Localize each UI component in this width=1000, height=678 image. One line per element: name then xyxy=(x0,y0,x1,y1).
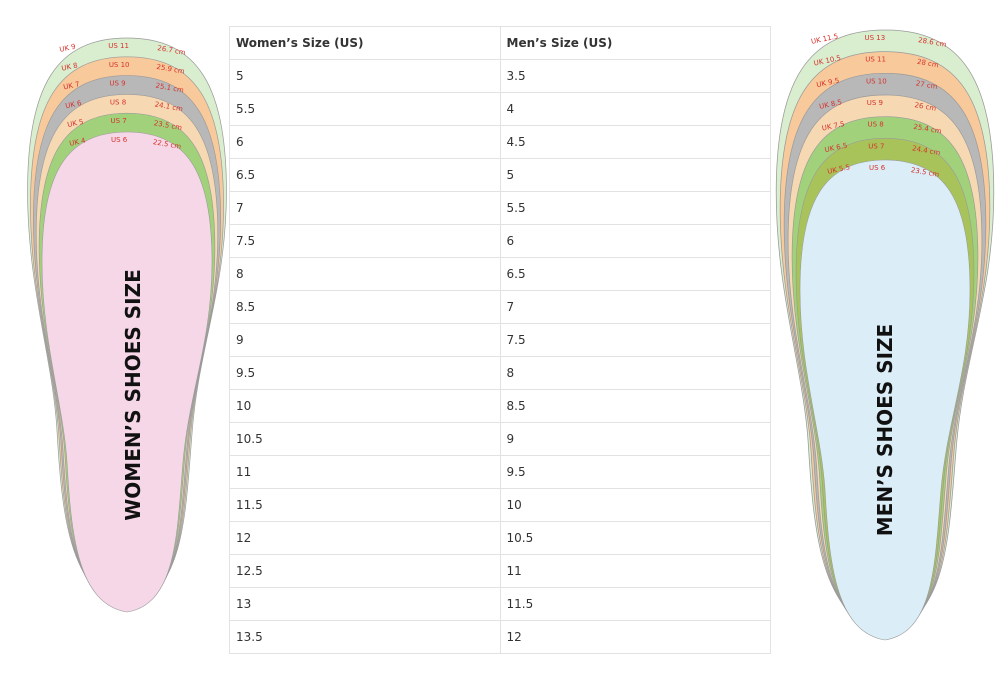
table-cell: 7 xyxy=(499,290,771,324)
table-cell: 12 xyxy=(499,620,771,654)
table-cell: 6.5 xyxy=(229,158,501,192)
table-row: 13 11.5 xyxy=(229,587,771,621)
size-label: US 7 xyxy=(868,142,884,150)
table-cell: 5.5 xyxy=(229,92,501,126)
table-cell: 11.5 xyxy=(229,488,501,522)
table-cell: 4 xyxy=(499,92,771,126)
insole-title: MEN’S SHOES SIZE xyxy=(873,324,897,536)
table-row: 8.5 7 xyxy=(229,290,771,324)
table-cell: 13 xyxy=(229,587,501,621)
table-cell: 3.5 xyxy=(499,59,771,93)
table-row: 10.5 9 xyxy=(229,422,771,456)
table-row: 11.5 10 xyxy=(229,488,771,522)
size-label: UK 9 xyxy=(59,43,77,54)
table-row: 7.5 6 xyxy=(229,224,771,258)
table-cell: 4.5 xyxy=(499,125,771,159)
insole-layer xyxy=(41,131,213,613)
size-label: US 7 xyxy=(110,117,126,125)
table-cell: 8 xyxy=(499,356,771,390)
table-cell: 9.5 xyxy=(499,455,771,489)
size-label: 26 cm xyxy=(914,101,937,113)
table-row: 8 6.5 xyxy=(229,257,771,291)
table-row: 9 7.5 xyxy=(229,323,771,357)
table-row: 12 10.5 xyxy=(229,521,771,555)
table-cell: 10 xyxy=(229,389,501,423)
table-row: 12.5 11 xyxy=(229,554,771,588)
table-row: 6 4.5 xyxy=(229,125,771,159)
insole-layer xyxy=(799,159,971,641)
header-row: Women’s Size (US) Men’s Size (US) xyxy=(229,26,771,60)
table-row: 5 3.5 xyxy=(229,59,771,93)
table-cell: 7 xyxy=(229,191,501,225)
size-label: US 11 xyxy=(108,42,129,50)
size-label: US 6 xyxy=(869,164,886,172)
size-label: US 6 xyxy=(111,136,128,144)
insole-title: WOMEN’S SHOES SIZE xyxy=(121,269,145,521)
table-cell: 11 xyxy=(229,455,501,489)
table-cell: 5 xyxy=(229,59,501,93)
size-label: UK 4 xyxy=(69,137,87,148)
table-cell: 6 xyxy=(499,224,771,258)
table-cell: 10.5 xyxy=(229,422,501,456)
table-row: 13.5 12 xyxy=(229,620,771,654)
table-cell: 11 xyxy=(499,554,771,588)
table-row: 6.5 5 xyxy=(229,158,771,192)
size-label: US 10 xyxy=(866,77,887,85)
size-label: US 8 xyxy=(868,121,884,129)
table-cell: 9 xyxy=(229,323,501,357)
table-cell: 9 xyxy=(499,422,771,456)
table-cell: 11.5 xyxy=(499,587,771,621)
size-label: US 11 xyxy=(865,56,886,64)
table-cell: 8.5 xyxy=(499,389,771,423)
table-row: 11 9.5 xyxy=(229,455,771,489)
table-cell: 12.5 xyxy=(229,554,501,588)
table-cell: 13.5 xyxy=(229,620,501,654)
size-label: UK 5 xyxy=(67,118,85,129)
size-label: US 9 xyxy=(867,99,883,107)
size-label: US 10 xyxy=(109,61,130,69)
table-row: 5.5 4 xyxy=(229,92,771,126)
table-cell: 7.5 xyxy=(499,323,771,357)
size-label: US 8 xyxy=(110,98,126,106)
table-cell: 9.5 xyxy=(229,356,501,390)
table-cell: 6 xyxy=(229,125,501,159)
size-label: UK 8 xyxy=(61,61,79,72)
table-cell: 8 xyxy=(229,257,501,291)
table-cell: 7.5 xyxy=(229,224,501,258)
header-cell: Women’s Size (US) xyxy=(229,26,501,60)
table-row: 9.5 8 xyxy=(229,356,771,390)
size-table: Women’s Size (US) Men’s Size (US) 5 3.5 5.… xyxy=(229,26,771,654)
table-row: 7 5.5 xyxy=(229,191,771,225)
table-cell: 5.5 xyxy=(499,191,771,225)
size-label: UK 7 xyxy=(63,80,81,91)
table-cell: 8.5 xyxy=(229,290,501,324)
table-cell: 6.5 xyxy=(499,257,771,291)
table-row: 10 8.5 xyxy=(229,389,771,423)
size-label: US 13 xyxy=(865,34,886,42)
header-cell: Men’s Size (US) xyxy=(499,26,771,60)
table-cell: 5 xyxy=(499,158,771,192)
table-cell: 10.5 xyxy=(499,521,771,555)
size-label: UK 6 xyxy=(65,99,83,110)
size-label: US 9 xyxy=(109,80,125,88)
size-label: 28 cm xyxy=(916,58,939,70)
table-cell: 10 xyxy=(499,488,771,522)
size-label: 27 cm xyxy=(915,79,938,91)
table-cell: 12 xyxy=(229,521,501,555)
